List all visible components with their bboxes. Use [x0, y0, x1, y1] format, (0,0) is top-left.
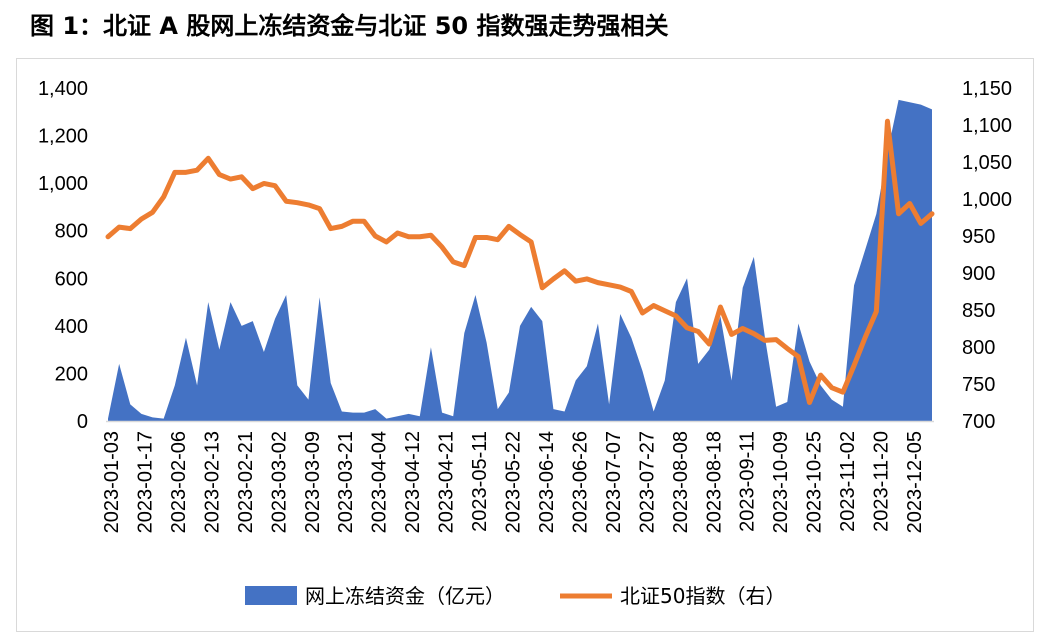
x-tick-label: 2023-02-06 — [168, 431, 190, 533]
right-axis-ticks: 700 750 800 850 900 950 1,000 1,050 1,100 1,150 — [962, 78, 1012, 433]
right-tick-label: 1,100 — [962, 115, 1012, 137]
left-tick-label: 800 — [55, 221, 88, 243]
chart-frame — [16, 58, 1034, 632]
x-tick-label: 2023-07-27 — [636, 431, 658, 533]
x-tick-label: 2023-01-03 — [101, 431, 123, 533]
bz50-index-line — [105, 118, 935, 405]
left-tick-label: 1,000 — [38, 173, 88, 195]
legend-area-swatch — [245, 586, 297, 605]
x-tick: 2023-02-21 — [235, 431, 257, 533]
x-tick: 2023-03-21 — [335, 431, 357, 533]
x-tick-label: 2023-03-09 — [302, 431, 324, 533]
figure-title: 图 1：北证 A 股网上冻结资金与北证 50 指数强走势强相关 — [30, 12, 669, 40]
x-tick: 2023-01-17 — [135, 431, 157, 533]
right-tick-label: 850 — [962, 300, 995, 322]
right-tick-label: 800 — [962, 337, 995, 359]
x-tick-label: 2023-04-21 — [436, 431, 458, 533]
x-tick: 2023-05-22 — [503, 431, 525, 533]
x-tick-label: 2023-05-11 — [469, 431, 491, 532]
right-tick-label: 1,050 — [962, 152, 1012, 174]
x-tick: 2023-08-08 — [670, 431, 692, 533]
right-tick-label: 700 — [962, 411, 995, 433]
x-tick-label: 2023-05-22 — [503, 431, 525, 533]
legend: 网上冻结资金（亿元） 北证50指数（右） — [245, 584, 785, 608]
x-tick: 2023-04-12 — [402, 431, 424, 533]
x-tick: 2023-12-05 — [904, 431, 926, 533]
x-tick: 2023-08-18 — [703, 431, 725, 533]
right-tick-label: 1,000 — [962, 189, 1012, 211]
x-tick-label: 2023-02-13 — [201, 431, 223, 533]
right-tick-label: 950 — [962, 226, 995, 248]
right-tick-label: 1,150 — [962, 78, 1012, 100]
x-tick-label: 2023-12-05 — [904, 431, 926, 533]
left-tick-label: 1,200 — [38, 126, 88, 148]
x-tick: 2023-10-09 — [770, 431, 792, 533]
x-tick-label: 2023-10-09 — [770, 431, 792, 533]
x-tick: 2023-10-25 — [804, 431, 826, 533]
x-tick: 2023-02-06 — [168, 431, 190, 533]
x-tick-label: 2023-09-11 — [737, 431, 759, 532]
x-tick: 2023-07-07 — [603, 431, 625, 533]
left-tick-label: 1,400 — [38, 78, 88, 100]
x-tick-label: 2023-11-20 — [871, 431, 893, 532]
x-tick-label: 2023-06-26 — [569, 431, 591, 533]
x-tick-label: 2023-06-14 — [536, 431, 558, 533]
right-tick-label: 750 — [962, 374, 995, 396]
x-tick: 2023-09-11 — [737, 431, 759, 532]
x-tick-label: 2023-11-02 — [837, 431, 859, 532]
x-tick: 2023-06-26 — [569, 431, 591, 533]
x-tick-label: 2023-04-12 — [402, 431, 424, 533]
area-series-layer — [108, 99, 932, 421]
x-tick: 2023-03-09 — [302, 431, 324, 533]
x-tick: 2023-03-02 — [268, 431, 290, 533]
line-series-layer — [105, 118, 935, 405]
x-tick-label: 2023-08-08 — [670, 431, 692, 533]
x-tick: 2023-01-03 — [101, 431, 123, 533]
x-tick: 2023-02-13 — [201, 431, 223, 533]
x-tick: 2023-05-11 — [469, 431, 491, 532]
x-tick: 2023-11-20 — [871, 431, 893, 532]
x-tick: 2023-04-21 — [436, 431, 458, 533]
x-tick-label: 2023-08-18 — [703, 431, 725, 533]
x-tick-label: 2023-01-17 — [135, 431, 157, 533]
legend-area-label: 网上冻结资金（亿元） — [305, 584, 505, 608]
x-tick-label: 2023-03-02 — [268, 431, 290, 533]
x-tick: 2023-06-14 — [536, 431, 558, 533]
left-tick-label: 600 — [55, 268, 88, 290]
legend-line-label: 北证50指数（右） — [620, 584, 785, 608]
x-tick: 2023-04-04 — [369, 431, 391, 533]
left-axis-ticks: 0 200 400 600 800 1,000 1,200 1,400 — [38, 78, 88, 433]
left-tick-label: 200 — [55, 363, 88, 385]
frozen-funds-area — [108, 99, 932, 421]
x-tick: 2023-11-02 — [837, 431, 859, 532]
right-tick-label: 900 — [962, 263, 995, 285]
left-tick-label: 400 — [55, 316, 88, 338]
left-tick-label: 0 — [77, 411, 88, 433]
x-tick-label: 2023-04-04 — [369, 431, 391, 533]
x-tick-label: 2023-02-21 — [235, 431, 257, 533]
x-tick: 2023-07-27 — [636, 431, 658, 533]
x-tick-label: 2023-07-07 — [603, 431, 625, 533]
x-tick-label: 2023-10-25 — [804, 431, 826, 533]
x-axis-ticks: 2023-01-03 2023-01-17 2023-02-06 2023-02-13… — [101, 431, 926, 533]
x-tick-label: 2023-03-21 — [335, 431, 357, 533]
